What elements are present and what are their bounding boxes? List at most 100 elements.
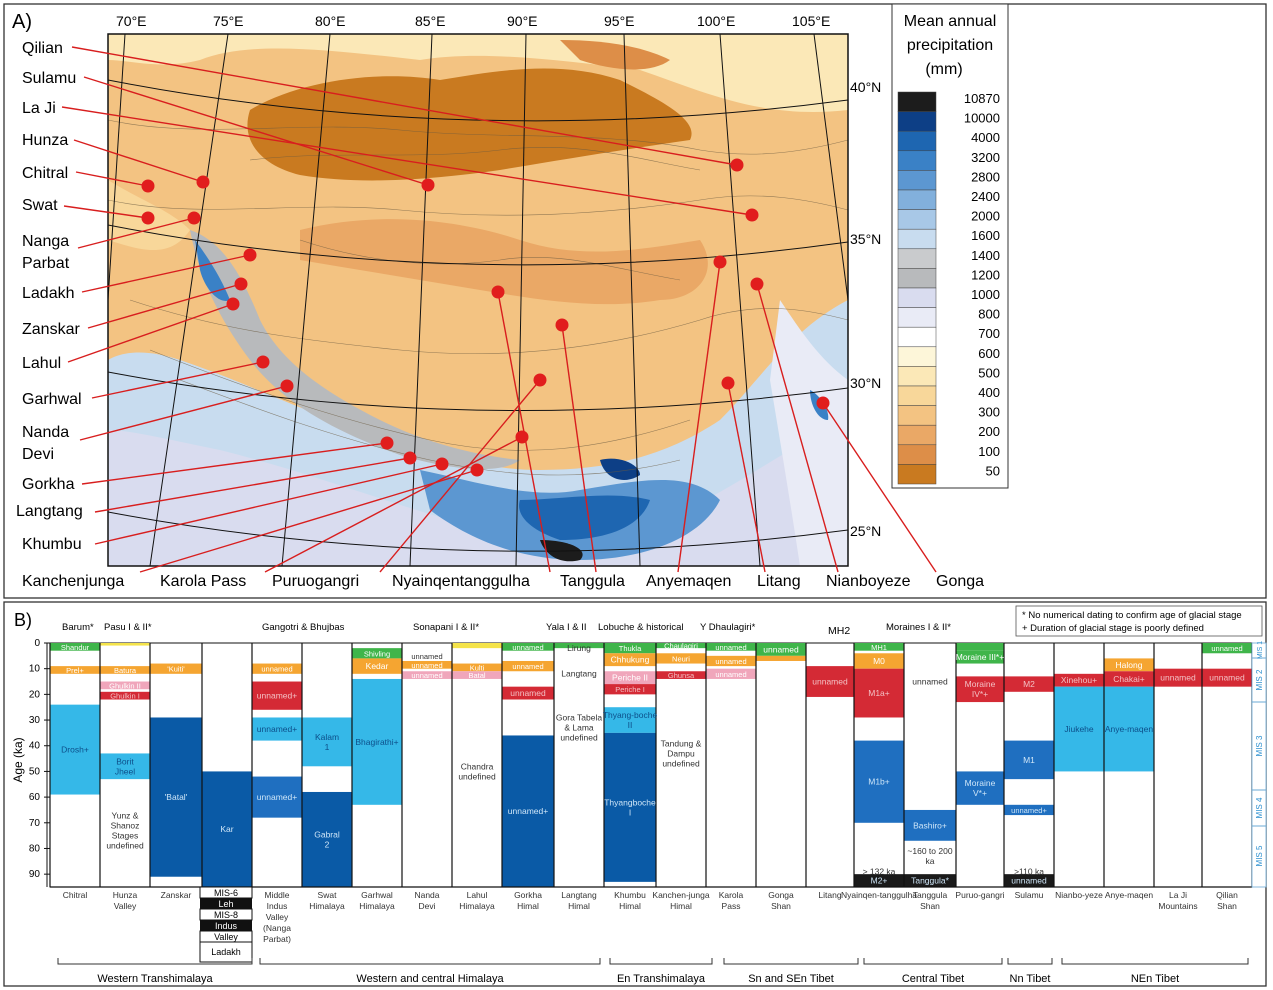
stage-label: Batal	[468, 671, 485, 680]
stage-box	[854, 653, 904, 669]
stage-box	[604, 671, 656, 685]
legend-value: 2400	[971, 189, 1000, 204]
stage-box	[554, 643, 604, 649]
legend-swatch	[897, 385, 937, 406]
site-name: Khumbu	[22, 536, 82, 553]
legend-swatch	[897, 150, 937, 171]
legend-value: 2000	[971, 209, 1000, 224]
stage-note: ~160 to 200 ka	[907, 846, 952, 866]
legend-value: 200	[978, 424, 1000, 439]
stage-label: Prel+	[66, 666, 84, 675]
column-name: Karola Pass	[719, 890, 744, 911]
stage-note: unnamed	[912, 676, 948, 686]
y-tick: 70	[29, 818, 41, 829]
stage-label: Jiukehe	[1064, 724, 1094, 734]
stage-box	[302, 791, 352, 887]
column-name: Swat Himalaya	[309, 890, 345, 911]
stage-label: Borit Jheel	[115, 756, 135, 776]
stage-box	[1004, 676, 1054, 692]
header-label: Y Dhaulagiri*	[700, 622, 756, 633]
stage-box	[100, 643, 150, 646]
stage-label: Kulti	[470, 663, 485, 672]
legend-value: 500	[978, 365, 1000, 380]
stage-label: Moraine V*+	[965, 778, 996, 798]
site-name-nanga-parbat: Nanga Parbat	[22, 233, 70, 272]
site-marker	[721, 376, 735, 390]
stage-box	[706, 655, 756, 667]
legend-title: Mean annual precipitation (mm)	[904, 13, 997, 78]
stage-box	[806, 666, 854, 697]
stage-note: > 132 ka	[863, 866, 896, 876]
legend-swatch	[897, 228, 937, 250]
stage-label: unnamed	[715, 670, 746, 679]
stage-box	[452, 671, 502, 679]
y-tick: 30	[29, 715, 41, 726]
column-name: Tanggula Shan	[913, 890, 948, 911]
group-label: Western and central Himalaya	[356, 973, 504, 985]
stage-label: unnamed	[715, 643, 746, 652]
y-tick: 10	[29, 664, 41, 675]
stage-label: unnamed	[812, 677, 848, 687]
panel-a-frame	[3, 3, 1267, 599]
site-name: Karola Pass	[160, 573, 246, 590]
lon-label: 100°E	[697, 13, 735, 29]
site-marker	[730, 158, 744, 172]
lat-label: 35°N	[850, 231, 881, 247]
stage-label: Chaulagiri	[664, 642, 698, 651]
header-label: Pasu I & II*	[104, 622, 152, 633]
stage-box	[854, 643, 904, 651]
stage-label: unnamed	[763, 644, 799, 654]
stage-box	[352, 648, 402, 659]
stage-label: Bashiro+	[913, 820, 947, 830]
stage-box	[252, 776, 302, 818]
column-name: Middle Indus Valley (Nanga Parbat)	[263, 890, 291, 944]
site-markers	[141, 158, 830, 477]
stage-label: Bhagirathi+	[355, 737, 398, 747]
site-marker	[403, 451, 417, 465]
lat-label: 30°N	[850, 375, 881, 391]
y-tick: 40	[29, 741, 41, 752]
site-name: La Ji	[22, 100, 56, 117]
group-labels: Western Transhimalaya Western and centra…	[97, 973, 1179, 985]
site-name: Sulamu	[22, 70, 76, 87]
ladakh-stack-label: MIS-6	[214, 888, 238, 898]
lon-label: 70°E	[116, 13, 147, 29]
stage-note: Lirung	[567, 643, 591, 653]
legend-swatch	[897, 111, 937, 132]
stage-label: Shandur	[61, 643, 90, 652]
site-marker	[491, 285, 505, 299]
legend-swatch	[897, 248, 937, 269]
group-label: Central Tibet	[902, 973, 964, 985]
site-name: Gorkha	[22, 476, 75, 493]
site-marker	[234, 277, 248, 291]
legend-swatch	[897, 444, 937, 465]
stage-box	[252, 663, 302, 674]
stage-note: Yunz & Shanoz Stages undefined	[106, 810, 144, 850]
site-marker	[515, 430, 529, 444]
lon-label: 90°E	[507, 13, 538, 29]
lat-label: 25°N	[850, 523, 881, 539]
stage-label: Neuri	[672, 654, 690, 663]
stage-label: unnamed+	[508, 806, 548, 816]
stage-box	[100, 691, 150, 700]
stage-box	[252, 681, 302, 710]
site-name: Anyemaqen	[646, 573, 731, 590]
header-label: Yala I & II	[546, 622, 586, 633]
stage-label: Thyang-boche II	[603, 710, 658, 730]
stage-label: unnamed	[1011, 876, 1047, 886]
legend-swatch	[897, 326, 937, 348]
legend-value: 400	[978, 385, 1000, 400]
stage-note: >110 ka	[1014, 866, 1044, 876]
column-dividers	[49, 643, 1253, 888]
stage-box	[756, 655, 806, 661]
stage-box	[502, 735, 554, 887]
stage-label: unnamed	[512, 643, 543, 652]
stage-label: M0	[873, 656, 885, 666]
site-name: Litang	[757, 573, 801, 590]
stage-box	[1154, 668, 1202, 687]
lon-label: 95°E	[604, 13, 635, 29]
site-marker	[816, 396, 830, 410]
header-label: Barum*	[62, 622, 94, 633]
stage-box	[656, 671, 706, 679]
